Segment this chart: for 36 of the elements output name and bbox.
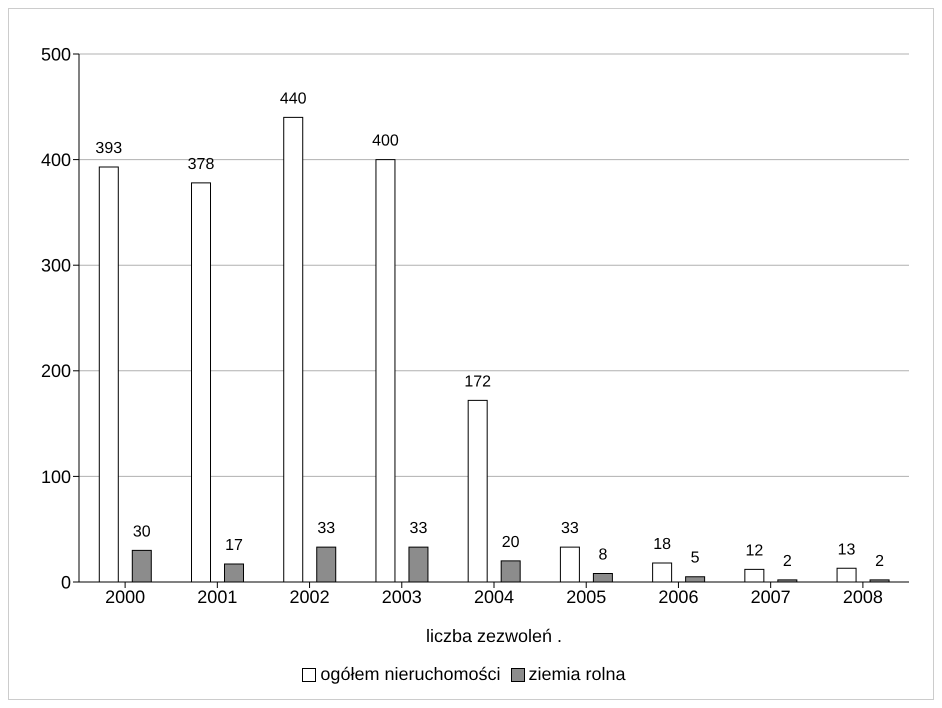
y-tick-label: 400 [40, 150, 71, 170]
data-label: 13 [838, 541, 856, 558]
x-tick-label: 2000 [105, 586, 146, 607]
data-label: 18 [653, 536, 672, 553]
data-label: 33 [317, 520, 336, 538]
data-label: 440 [280, 90, 307, 108]
data-label: 393 [95, 140, 122, 157]
y-tick-label: 0 [60, 572, 71, 592]
x-tick-label: 2003 [382, 586, 422, 607]
data-label: 2 [782, 552, 792, 570]
data-label: 172 [464, 373, 492, 390]
y-tick-label: 500 [40, 44, 71, 64]
x-tick-label: 2006 [658, 586, 698, 607]
y-tick-label: 100 [40, 466, 71, 487]
legend-label: ziemia rolna [528, 664, 626, 685]
x-tick-label: 2005 [566, 586, 606, 607]
y-tick-label: 200 [40, 361, 71, 382]
data-label: 12 [745, 542, 764, 560]
x-tick-label: 2001 [197, 586, 238, 607]
data-label: 5 [690, 550, 700, 567]
data-label: 2 [875, 552, 884, 570]
x-axis-title: liczba zezwoleń . [426, 626, 562, 646]
x-tick-label: 2008 [842, 586, 883, 607]
data-label: 33 [561, 520, 579, 538]
x-tick-label: 2002 [290, 586, 330, 607]
data-label: 20 [502, 534, 520, 551]
data-label: 17 [225, 537, 244, 554]
data-label: 30 [132, 523, 151, 540]
y-tick-label: 300 [40, 256, 71, 276]
data-label: 8 [598, 546, 608, 564]
x-tick-label: 2004 [474, 586, 514, 607]
legend-label: ogółem nieruchomości [320, 664, 501, 685]
data-label: 378 [188, 156, 214, 173]
x-tick-label: 2007 [750, 586, 791, 607]
data-label: 400 [372, 132, 399, 150]
data-label: 33 [410, 520, 428, 538]
